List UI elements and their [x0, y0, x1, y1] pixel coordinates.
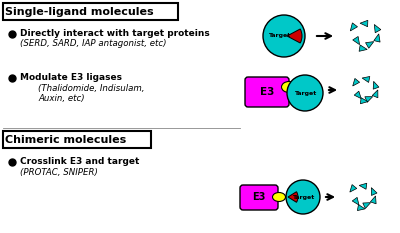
Polygon shape [360, 98, 368, 104]
FancyBboxPatch shape [3, 131, 151, 148]
Text: Chimeric molecules: Chimeric molecules [5, 135, 126, 145]
Circle shape [287, 75, 323, 111]
Text: (Thalidomide, Indisulam,: (Thalidomide, Indisulam, [38, 85, 144, 93]
Polygon shape [363, 203, 371, 209]
Polygon shape [357, 205, 365, 211]
Text: Modulate E3 ligases: Modulate E3 ligases [20, 73, 122, 82]
Text: Target: Target [294, 90, 316, 96]
Polygon shape [366, 42, 374, 48]
Polygon shape [353, 37, 360, 45]
Polygon shape [371, 188, 377, 195]
Polygon shape [350, 185, 357, 192]
Polygon shape [373, 81, 379, 89]
FancyBboxPatch shape [245, 77, 289, 107]
Wedge shape [287, 29, 302, 43]
Text: E3: E3 [252, 192, 266, 202]
Text: Directly interact with target proteins: Directly interact with target proteins [20, 30, 210, 38]
Polygon shape [359, 183, 367, 189]
Polygon shape [374, 34, 380, 42]
Polygon shape [365, 97, 373, 102]
FancyBboxPatch shape [3, 3, 178, 20]
Polygon shape [374, 24, 381, 33]
Text: Single-ligand molecules: Single-ligand molecules [5, 7, 154, 17]
FancyBboxPatch shape [240, 185, 278, 210]
Polygon shape [372, 90, 378, 98]
Text: Auxin, etc): Auxin, etc) [38, 93, 85, 103]
Text: Target: Target [268, 34, 290, 38]
Text: Target: Target [292, 195, 314, 199]
Polygon shape [359, 45, 367, 51]
Circle shape [286, 180, 320, 214]
Polygon shape [353, 79, 360, 86]
Ellipse shape [282, 82, 296, 93]
Text: E3: E3 [260, 87, 274, 97]
Wedge shape [288, 192, 298, 202]
Polygon shape [354, 91, 361, 99]
Polygon shape [360, 20, 368, 27]
Ellipse shape [272, 192, 286, 202]
Polygon shape [352, 197, 359, 205]
Text: Crosslink E3 and target: Crosslink E3 and target [20, 158, 139, 167]
Polygon shape [370, 196, 376, 204]
Text: (PROTAC, SNIPER): (PROTAC, SNIPER) [20, 168, 98, 178]
Text: (SERD, SARD, IAP antagonist, etc): (SERD, SARD, IAP antagonist, etc) [20, 40, 166, 48]
Polygon shape [350, 23, 358, 31]
Circle shape [263, 15, 305, 57]
Polygon shape [362, 76, 370, 82]
